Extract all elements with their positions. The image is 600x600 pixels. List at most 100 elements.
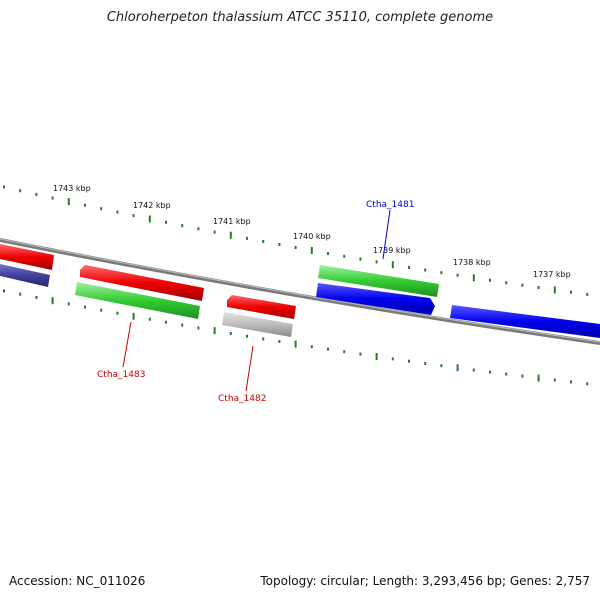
minor-tick xyxy=(327,347,329,351)
minor-tick xyxy=(246,334,248,338)
minor-tick xyxy=(19,189,22,193)
minor-tick xyxy=(116,311,119,315)
major-tick xyxy=(213,327,216,335)
gene-navy-left-edge[interactable] xyxy=(0,264,50,287)
minor-tick xyxy=(408,359,410,363)
gene-red-left-edge[interactable] xyxy=(0,244,54,270)
scale-label-1743: 1743 kbp xyxy=(53,184,91,193)
scale-label-1740: 1740 kbp xyxy=(293,232,331,241)
minor-tick xyxy=(197,227,200,231)
minor-tick xyxy=(505,372,508,376)
gene-blue-reverse[interactable] xyxy=(316,283,435,315)
minor-tick xyxy=(570,380,572,384)
minor-tick xyxy=(424,361,427,365)
minor-tick xyxy=(181,323,184,327)
minor-tick xyxy=(278,340,281,343)
minor-tick xyxy=(472,368,475,372)
major-tick xyxy=(229,231,232,239)
scale-label-1742: 1742 kbp xyxy=(133,201,171,210)
gene-blue-right-edge[interactable] xyxy=(450,305,600,338)
major-tick xyxy=(294,340,297,348)
minor-tick xyxy=(19,292,22,296)
minor-tick xyxy=(294,246,297,249)
gene-red-short[interactable] xyxy=(227,295,296,319)
minor-tick xyxy=(391,357,394,361)
gene-label-ctha-1483[interactable]: Ctha_1483 xyxy=(97,370,145,380)
gene-red-forward[interactable] xyxy=(80,265,204,301)
minor-tick xyxy=(213,230,216,234)
gene-green-ctha-1483[interactable] xyxy=(75,282,200,319)
minor-tick xyxy=(505,281,508,285)
minor-tick xyxy=(262,240,265,243)
minor-tick xyxy=(262,337,265,341)
minor-tick xyxy=(456,273,459,277)
minor-tick xyxy=(229,332,232,335)
accession-text: Accession: NC_011026 xyxy=(9,574,146,588)
minor-tick xyxy=(359,257,362,261)
gene-grey-ctha-1482[interactable] xyxy=(222,312,293,337)
major-tick xyxy=(310,247,313,254)
minor-tick xyxy=(553,378,556,382)
minor-tick xyxy=(100,207,103,211)
minor-tick xyxy=(148,317,151,321)
callout-line-ctha-1481 xyxy=(382,209,391,260)
minor-tick xyxy=(359,352,362,356)
minor-tick xyxy=(586,292,589,296)
major-tick xyxy=(375,353,378,360)
minor-tick xyxy=(197,326,200,330)
genome-backbone-highlight xyxy=(0,238,600,343)
outer-scale-ticks xyxy=(3,185,589,296)
callout-line-ctha-1482 xyxy=(245,345,254,392)
major-tick xyxy=(132,312,135,320)
scale-label-1741: 1741 kbp xyxy=(213,217,251,226)
scale-label-1739: 1739 kbp xyxy=(373,246,411,255)
gene-label-ctha-1482[interactable]: Ctha_1482 xyxy=(218,394,266,404)
major-tick xyxy=(391,261,394,269)
minor-tick xyxy=(521,374,524,378)
minor-tick xyxy=(35,296,38,299)
major-tick xyxy=(148,215,151,223)
genome-backbone xyxy=(0,238,600,345)
minor-tick xyxy=(3,289,5,293)
minor-tick xyxy=(116,210,119,214)
major-tick xyxy=(553,286,556,294)
minor-tick xyxy=(570,290,572,294)
minor-tick xyxy=(440,364,443,368)
minor-tick xyxy=(3,185,5,189)
minor-tick xyxy=(310,345,313,349)
minor-tick xyxy=(537,286,540,289)
minor-tick xyxy=(100,308,103,312)
major-tick xyxy=(51,297,54,305)
inner-scale-ticks xyxy=(3,289,589,386)
minor-tick xyxy=(84,203,86,207)
minor-tick xyxy=(67,302,70,306)
minor-tick xyxy=(408,265,410,269)
major-tick xyxy=(67,198,70,206)
gene-label-ctha-1481[interactable]: Ctha_1481 xyxy=(366,200,414,210)
minor-tick xyxy=(489,370,491,374)
major-tick xyxy=(456,364,459,372)
minor-tick xyxy=(343,254,346,258)
minor-tick xyxy=(375,260,378,264)
minor-tick xyxy=(489,278,491,282)
minor-tick xyxy=(165,320,167,324)
major-tick xyxy=(537,374,540,382)
genome-summary-text: Topology: circular; Length: 3,293,456 bp… xyxy=(260,574,590,588)
minor-tick xyxy=(521,283,524,287)
minor-tick xyxy=(165,220,167,224)
minor-tick xyxy=(440,271,443,275)
minor-tick xyxy=(586,382,589,386)
minor-tick xyxy=(424,268,427,272)
scale-label-1738: 1738 kbp xyxy=(453,258,491,267)
minor-tick xyxy=(278,243,281,246)
callout-line-ctha-1483 xyxy=(122,321,132,368)
scale-label-1737: 1737 kbp xyxy=(533,270,571,279)
minor-tick xyxy=(181,224,184,228)
minor-tick xyxy=(246,236,248,240)
major-tick xyxy=(472,274,475,282)
gene-green-ctha-1481[interactable] xyxy=(318,265,439,297)
minor-tick xyxy=(35,192,38,196)
minor-tick xyxy=(343,350,346,354)
